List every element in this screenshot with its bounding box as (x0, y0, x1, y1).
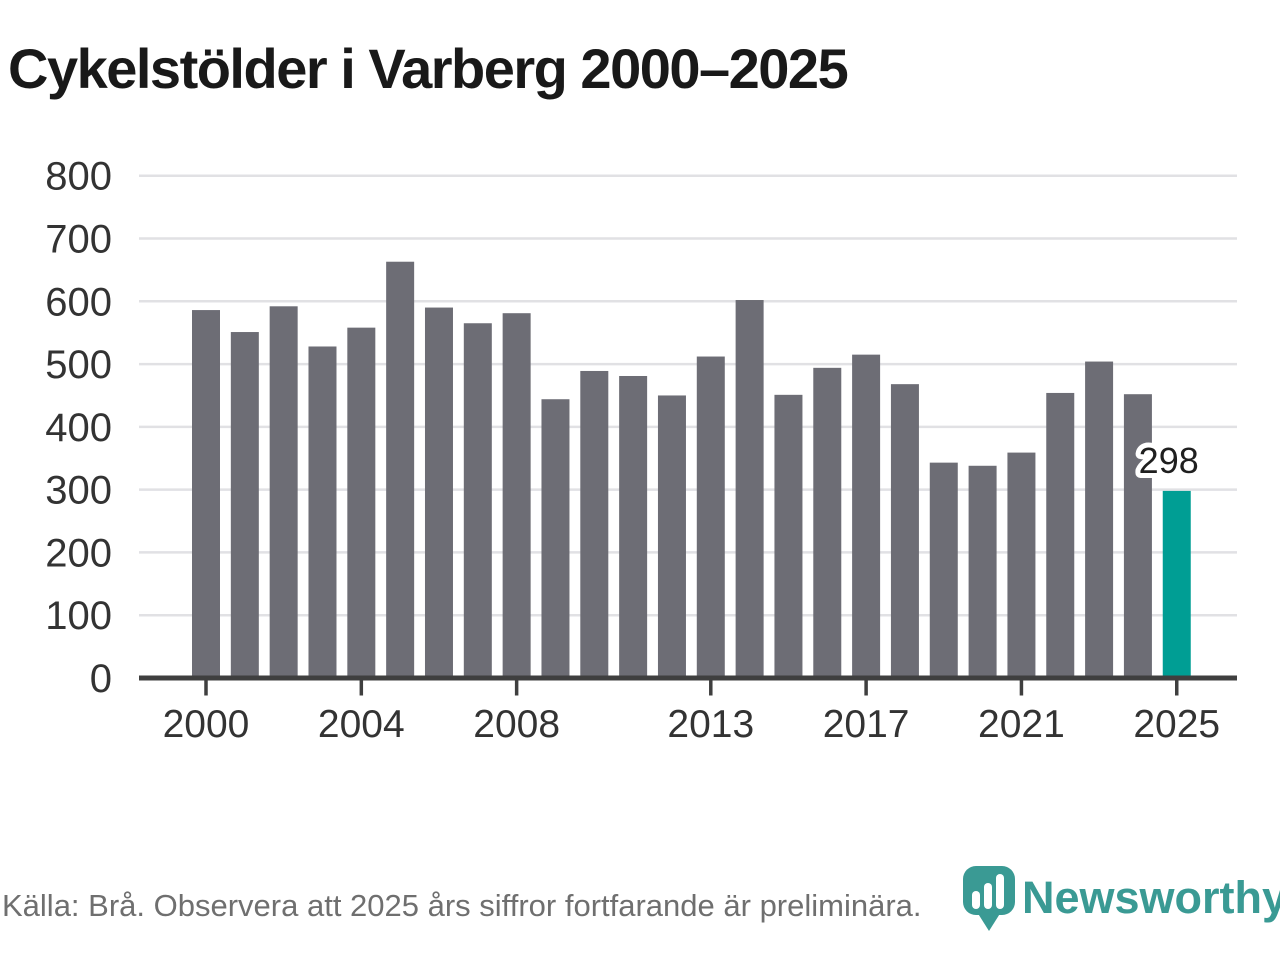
bar-2007 (463, 323, 492, 678)
bar-2001 (230, 332, 259, 678)
y-tick-label: 800 (45, 155, 112, 199)
bar-2002 (269, 306, 298, 678)
bar-2008 (502, 313, 531, 678)
bar-2004 (347, 327, 376, 678)
y-tick-label: 100 (45, 594, 112, 638)
bar-2000 (192, 310, 220, 678)
x-tick-label: 2000 (163, 703, 250, 746)
bar-2017 (852, 354, 881, 678)
bar-2012 (657, 395, 686, 678)
bar-2011 (619, 375, 648, 678)
bar-2009 (541, 399, 570, 678)
x-tick-label: 2013 (667, 703, 754, 746)
chart-title: Cykelstölder i Varberg 2000–2025 (8, 37, 849, 100)
y-tick-label: 300 (45, 469, 112, 513)
bar-2003 (308, 346, 337, 678)
bar-2020 (968, 465, 997, 678)
y-tick-label: 500 (45, 343, 112, 387)
bar-2018 (890, 384, 919, 678)
bar-2014 (735, 300, 764, 678)
bar-value-label: 298 (1139, 440, 1199, 481)
bar-2022 (1046, 392, 1075, 678)
y-tick-label: 700 (45, 217, 112, 261)
bar-2016 (813, 367, 842, 678)
newsworthy-wordmark: Newsworthy (1022, 872, 1280, 923)
y-tick-label: 400 (45, 406, 112, 450)
bar-2025 (1162, 490, 1191, 678)
bar-2015 (774, 394, 803, 678)
bar-2013 (696, 356, 725, 678)
x-tick-label: 2021 (978, 703, 1065, 746)
x-tick-label: 2017 (823, 703, 910, 746)
bar-2023 (1085, 361, 1114, 678)
x-tick-label: 2025 (1133, 703, 1220, 746)
bar-2024 (1123, 394, 1152, 678)
bar-2005 (386, 261, 415, 678)
bar-2010 (580, 370, 609, 678)
y-tick-label: 200 (45, 531, 112, 575)
source-note: Källa: Brå. Observera att 2025 års siffr… (2, 888, 922, 923)
newsworthy-logo: Newsworthy (962, 860, 1280, 940)
x-tick-label: 2008 (473, 703, 560, 746)
bar-2019 (929, 462, 958, 678)
newsworthy-pin-icon (963, 866, 1015, 931)
y-tick-label: 0 (90, 657, 112, 701)
bar-2021 (1007, 452, 1036, 678)
x-tick-label: 2004 (318, 703, 405, 746)
y-tick-label: 600 (45, 280, 112, 324)
bar-2006 (424, 307, 453, 678)
